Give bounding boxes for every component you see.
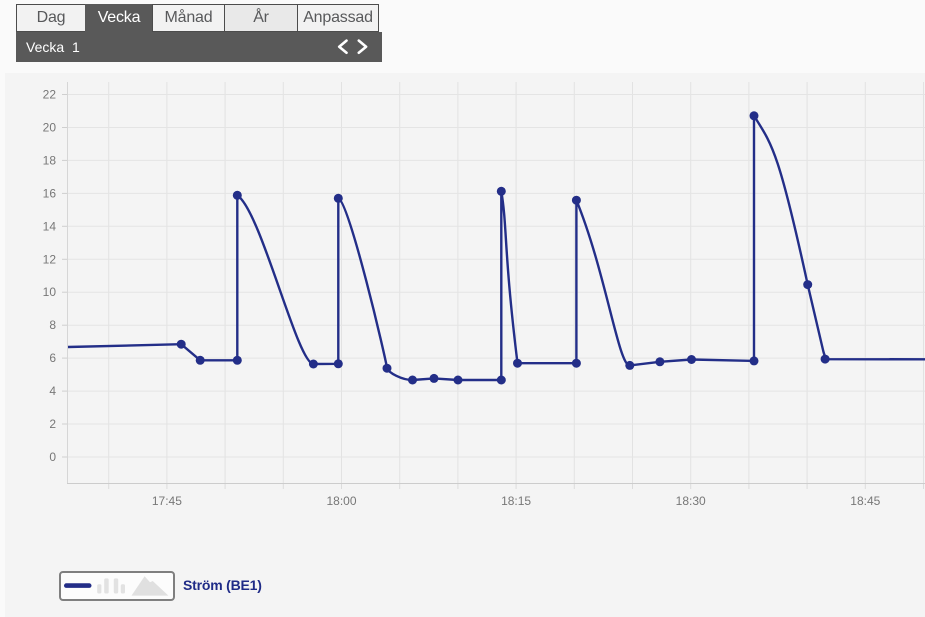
svg-text:8: 8 (49, 318, 56, 332)
svg-text:14: 14 (43, 219, 57, 233)
svg-text:10: 10 (43, 285, 57, 299)
svg-text:16: 16 (43, 186, 57, 200)
svg-text:4: 4 (49, 384, 56, 398)
svg-text:6: 6 (49, 351, 56, 365)
svg-text:20: 20 (43, 121, 57, 135)
svg-text:18:00: 18:00 (326, 494, 356, 508)
svg-text:2: 2 (49, 417, 56, 431)
svg-text:12: 12 (43, 252, 57, 266)
svg-text:0: 0 (49, 450, 56, 464)
svg-text:18: 18 (43, 153, 57, 167)
svg-text:17:45: 17:45 (152, 494, 182, 508)
svg-text:18:45: 18:45 (850, 494, 880, 508)
svg-text:18:15: 18:15 (501, 494, 531, 508)
svg-text:18:30: 18:30 (676, 494, 706, 508)
svg-text:22: 22 (43, 88, 57, 102)
